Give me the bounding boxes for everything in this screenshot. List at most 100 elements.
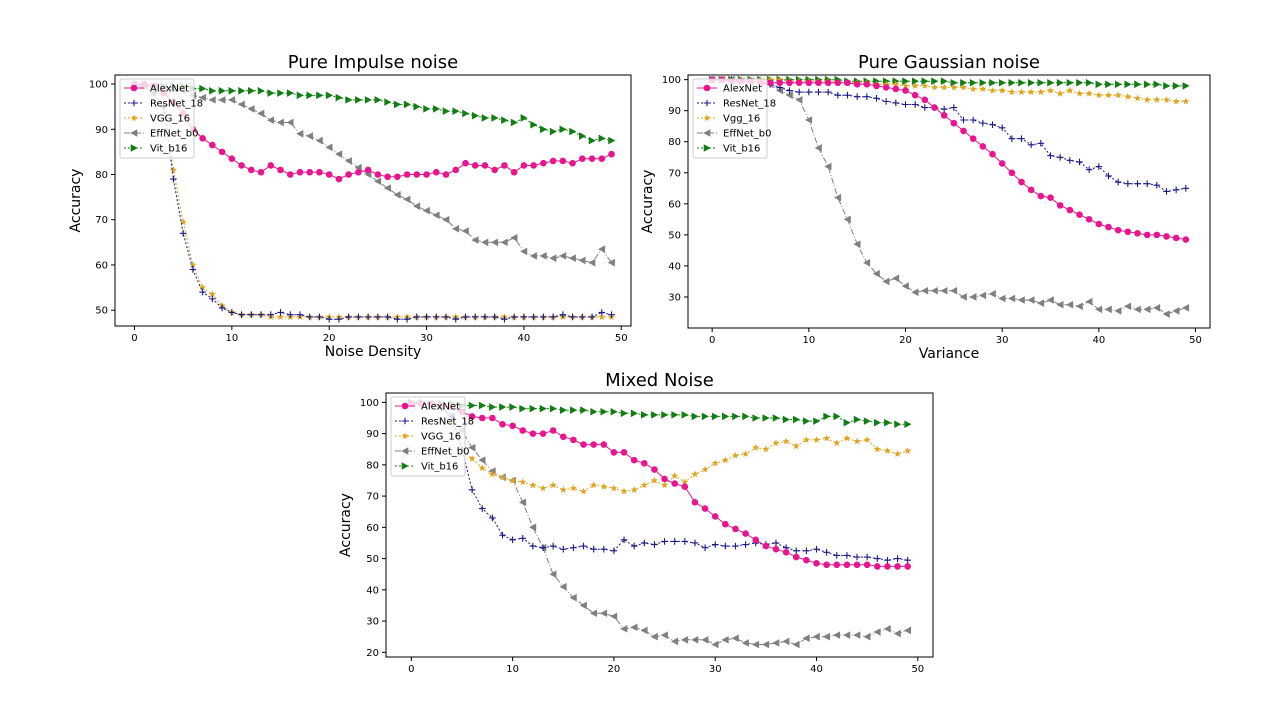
c0-point-effnet-b0 [374, 177, 382, 186]
c0-ytick-label: 70 [95, 215, 108, 226]
c2-point-vgg-16 [620, 487, 628, 495]
c2-point-alexnet [468, 413, 476, 420]
c1-point-vgg-16 [940, 83, 948, 91]
c1-point-alexnet [1037, 192, 1045, 200]
c1-point-effnet-b0 [988, 290, 996, 298]
c0-point-resnet-18 [442, 313, 450, 321]
c0-point-effnet-b0 [529, 252, 537, 260]
c1-point-vit-b16 [1056, 78, 1064, 87]
c1-series-effnet-b0 [708, 75, 1190, 318]
c0-point-resnet-18 [462, 313, 469, 321]
c2-point-vgg-16 [559, 486, 567, 493]
c2-point-vit-b16 [509, 403, 517, 411]
c2-point-vgg-16 [742, 450, 750, 457]
c1-line-effnet-b0 [712, 79, 1186, 315]
c1-legend-marker-alexnet [703, 84, 711, 92]
chart-impulse-panel: Pure Impulse noise 0 10 20 30 40 50 50 60 70 80 90 1… [60, 48, 640, 368]
c0-xtick-label: 0 [131, 333, 137, 344]
c0-point-effnet-b0 [315, 136, 323, 145]
c2-series-alexnet [408, 400, 911, 570]
c1-point-vit-b16 [1047, 78, 1055, 87]
c1-xtick-label: 10 [802, 335, 815, 346]
c2-point-vgg-16 [711, 459, 719, 467]
c0-point-effnet-b0 [539, 252, 547, 260]
c0-series-vgg-16 [130, 80, 616, 320]
c1-point-vit-b16 [998, 78, 1006, 87]
c1-point-alexnet [786, 79, 793, 87]
c2-line-alexnet [411, 403, 908, 567]
c2-point-effnet-b0 [630, 623, 638, 632]
c0-point-alexnet [540, 159, 547, 167]
c2-point-vit-b16 [549, 404, 557, 413]
c2-point-alexnet [630, 456, 638, 464]
c1-point-resnet-18 [1037, 139, 1045, 147]
c1-point-alexnet [1105, 223, 1112, 231]
c0-line-vgg-16 [134, 83, 612, 318]
c1-legend-marker-resnet-18 [703, 99, 711, 107]
c1-point-resnet-18 [1105, 172, 1112, 180]
c1-ytick-label: 100 [662, 75, 681, 86]
c1-point-effnet-b0 [1037, 299, 1045, 307]
c2-point-resnet-18 [813, 545, 820, 553]
c0-point-alexnet [588, 155, 596, 162]
c0-point-effnet-b0 [588, 258, 596, 267]
c2-point-resnet-18 [499, 531, 506, 539]
c1-legend-marker-vit-b16 [703, 144, 711, 152]
c2-point-vgg-16 [701, 465, 709, 473]
c1-point-effnet-b0 [1114, 307, 1122, 315]
c1-point-effnet-b0 [911, 288, 919, 297]
c1-point-vgg-16 [1153, 96, 1161, 103]
c0-point-effnet-b0 [403, 195, 411, 204]
c2-xtick-label: 0 [408, 664, 414, 675]
c0-point-vit-b16 [608, 136, 616, 145]
c0-point-vit-b16 [413, 102, 421, 111]
c1-point-effnet-b0 [901, 282, 909, 290]
c2-point-vit-b16 [489, 403, 497, 411]
c1-point-alexnet [1008, 169, 1016, 177]
c2-point-alexnet [853, 561, 861, 569]
c0-point-vit-b16 [209, 87, 217, 95]
c1-point-vit-b16 [979, 78, 987, 87]
c2-point-vit-b16 [559, 406, 568, 414]
c2-point-effnet-b0 [620, 625, 628, 633]
c2-point-vgg-16 [549, 481, 557, 489]
c1-point-effnet-b0 [853, 240, 861, 248]
c2-point-vit-b16 [722, 412, 730, 421]
c0-point-effnet-b0 [451, 224, 460, 233]
c1-point-vit-b16 [1124, 80, 1132, 89]
c0-point-resnet-18 [403, 315, 411, 323]
c0-point-resnet-18 [345, 313, 352, 321]
c0-point-resnet-18 [423, 313, 430, 321]
c2-point-effnet-b0 [903, 626, 911, 635]
c1-point-vgg-16 [1104, 91, 1113, 99]
c2-point-resnet-18 [904, 556, 911, 564]
c2-line-effnet-b0 [411, 403, 908, 646]
c2-series-vit-b16 [408, 398, 912, 429]
c2-xtick-label: 40 [810, 664, 823, 675]
c1-point-vit-b16 [1008, 78, 1016, 87]
c2-point-vit-b16 [904, 420, 912, 429]
c2-point-vgg-16 [590, 481, 598, 489]
c2-point-alexnet [701, 505, 709, 512]
c2-point-vit-b16 [742, 412, 750, 421]
c2-point-vgg-16 [519, 478, 527, 486]
c0-point-resnet-18 [267, 311, 275, 318]
c2-point-resnet-18 [691, 539, 699, 547]
c2-point-resnet-18 [894, 555, 901, 562]
c2-point-resnet-18 [590, 545, 597, 553]
c0-point-effnet-b0 [257, 109, 265, 118]
c1-point-effnet-b0 [1162, 310, 1170, 318]
c1-point-effnet-b0 [785, 91, 793, 99]
c2-point-alexnet [529, 430, 537, 437]
c0-point-resnet-18 [452, 315, 460, 323]
c1-point-alexnet [834, 79, 842, 87]
c2-point-effnet-b0 [711, 640, 719, 649]
c1-point-vgg-16 [1095, 91, 1103, 99]
c0-point-alexnet [296, 168, 304, 176]
c2-ytick-label: 20 [366, 648, 379, 659]
c2-point-resnet-18 [843, 552, 851, 559]
c2-point-alexnet [884, 563, 891, 570]
c2-point-alexnet [803, 556, 810, 564]
c2-point-effnet-b0 [691, 636, 699, 644]
c1-point-alexnet [1076, 211, 1083, 218]
